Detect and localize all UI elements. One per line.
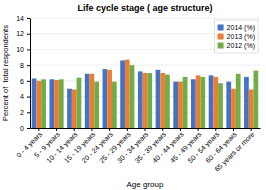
tick-label: 2 [20,109,24,116]
bar [147,73,152,128]
legend-item: 2012 (%) [218,42,255,50]
bar [143,73,148,128]
bars [32,60,258,128]
x-axis: 0 - 4 years5 - 9 years10 - 14 years15 - … [15,128,260,174]
bar-series [32,60,249,128]
tick-label: 6 [20,78,24,85]
tick: 10 [16,46,30,53]
bar [173,82,178,128]
tick-mark [27,65,30,66]
legend: 2014 (%)2013 (%)2012 (%) [215,20,258,53]
grid-line [30,65,260,66]
bar [244,77,249,128]
tick: 8 [20,62,30,69]
bar [90,74,95,128]
bar [226,82,231,128]
tick-label: 14 [16,15,24,22]
legend-box [215,20,258,53]
bar [54,80,59,128]
y-axis: 0 2 4 6 8 10 12 14 [16,15,30,132]
tick-mark [27,49,30,50]
bar [49,79,54,128]
tick-mark [27,18,30,19]
chart: 0 - 4 years5 - 9 years10 - 14 years15 - … [0,0,266,190]
legend-label: 2014 (%) [227,24,255,32]
plot: 0 - 4 years5 - 9 years10 - 14 years15 - … [15,15,260,174]
bar [59,79,64,128]
grid-line [30,18,260,19]
bar [94,82,99,128]
tick-label: 65 years or more [213,130,256,173]
bar [67,89,72,128]
bar [183,77,188,128]
tick-mark [27,128,30,129]
legend-swatch [218,43,224,49]
bar [249,90,254,129]
bar-series [41,65,258,128]
bar [130,65,135,128]
tick: 14 [16,15,30,22]
bar [72,90,77,129]
tick: 12 [16,30,30,37]
bar [41,79,46,128]
bar [103,69,108,128]
grid [30,18,260,128]
bar [209,75,214,128]
tick-mark [27,112,30,113]
bar [112,82,117,128]
tick-mark [27,97,30,98]
tick-label: 10 [16,46,24,53]
legend-label: 2012 (%) [227,42,255,50]
bar [156,70,161,128]
bar [178,82,183,128]
bar [254,71,259,128]
tick: 6 [20,78,30,85]
bar [138,71,143,128]
legend-swatch [218,34,224,40]
bar [196,75,201,128]
bar [85,74,90,128]
bar [213,77,218,128]
tick-label: 8 [20,62,24,69]
bar [120,60,125,128]
tick: 2 [20,109,30,116]
legend-item: 2013 (%) [218,33,255,41]
legend-label: 2013 (%) [227,33,255,41]
tick: 0 [20,125,30,132]
bar [218,83,223,128]
bar-series [36,60,253,128]
y-axis-title: Percent of total respondents [1,25,10,121]
tick-label: 12 [16,30,24,37]
bar [200,77,205,128]
x-axis-title: Age group [127,180,164,189]
bar [32,79,37,129]
tick-label: 4 [20,93,24,100]
bar [107,70,112,128]
tick: 4 [20,93,30,100]
bar [160,73,165,128]
bar [77,78,82,128]
bar [125,60,130,128]
legend-swatch [218,25,224,31]
bar [236,74,241,128]
bar [36,81,41,128]
title: Life cycle stage ( age structure) [77,3,212,13]
legend-item: 2014 (%) [218,24,255,32]
axis-line [30,19,31,129]
tick-label: 0 [20,125,24,132]
bar [191,79,196,128]
tick-mark [27,34,30,35]
bar [231,89,236,128]
tick-mark [27,81,30,82]
tick: 65 years or more [213,128,256,174]
bar [165,75,170,128]
